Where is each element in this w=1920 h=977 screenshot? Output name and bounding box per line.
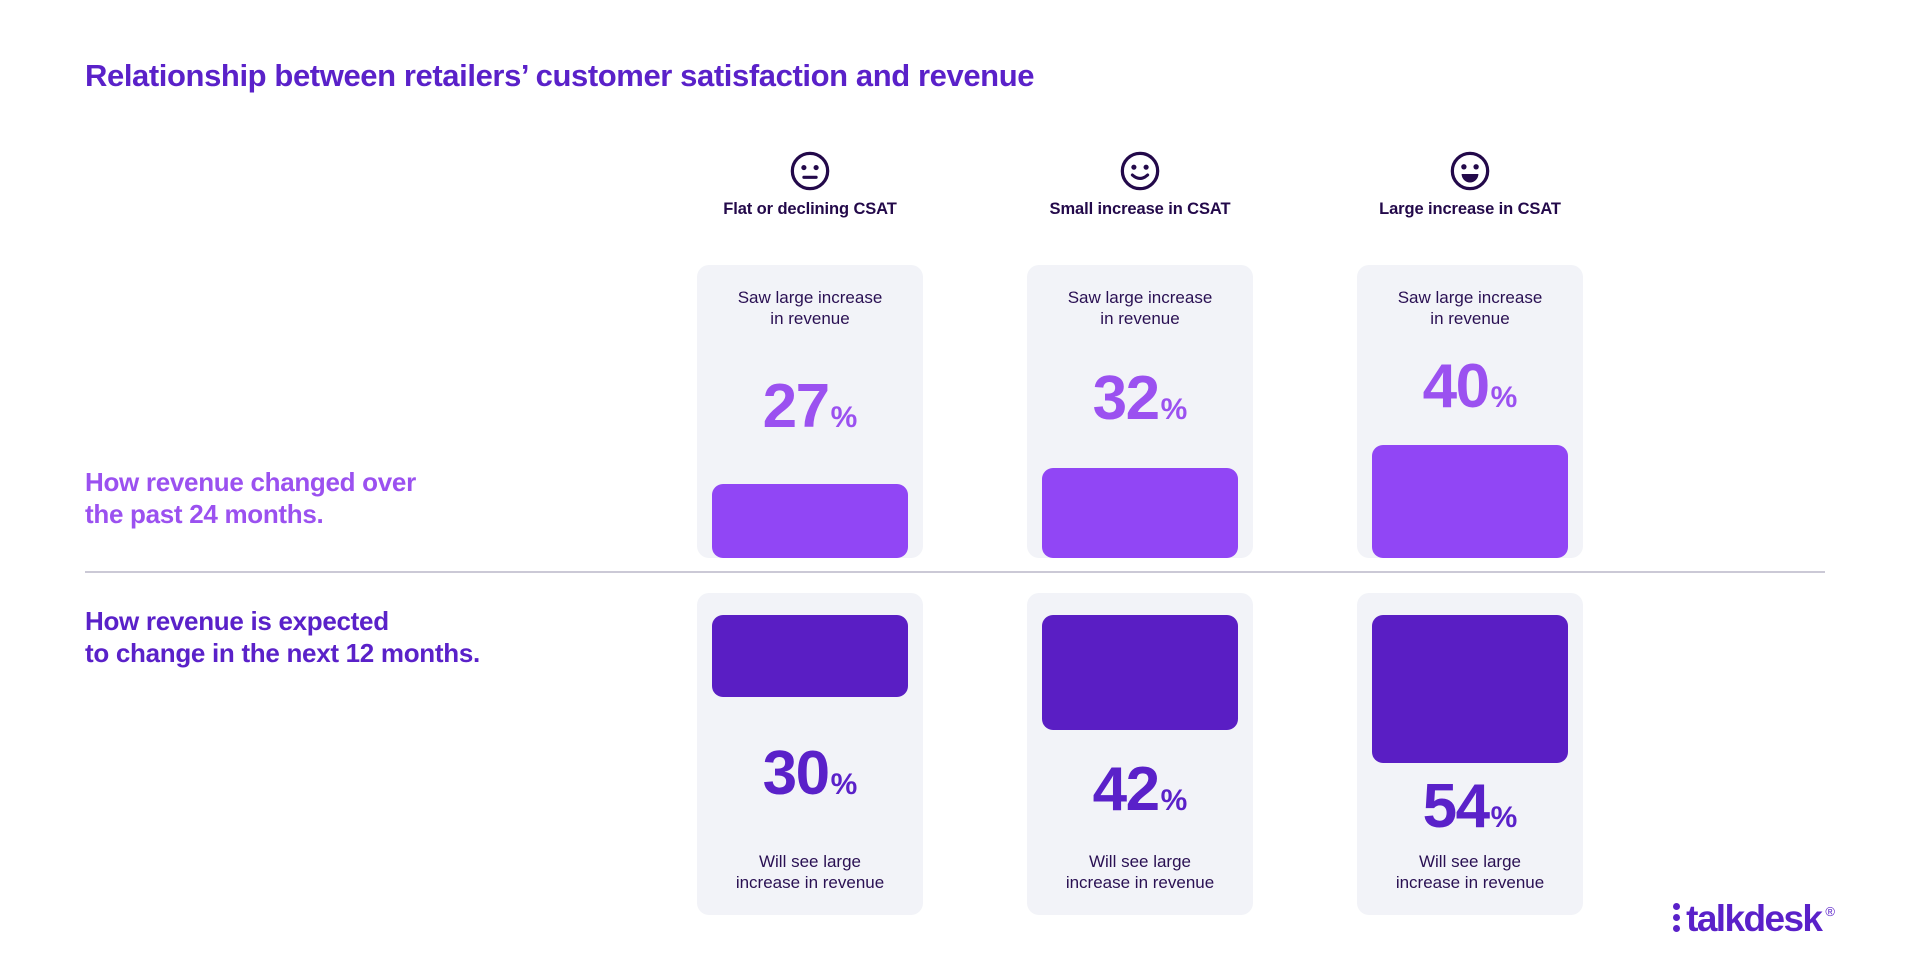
bar-past-24-months — [1042, 468, 1238, 558]
stat-percent-sign: % — [1160, 392, 1188, 426]
stat-number: 30 — [762, 738, 830, 808]
column-header-row: Flat or declining CSAT Small increase in… — [697, 150, 1825, 219]
big-smile-face-icon — [1449, 150, 1491, 192]
stat-value-group: 40 % — [1423, 356, 1518, 418]
talkdesk-logo: talkdesk ® — [1673, 900, 1835, 937]
stat-percent-sign: % — [830, 400, 858, 434]
registered-trademark-icon: ® — [1825, 904, 1835, 919]
neutral-face-icon — [789, 150, 831, 192]
stat-percent-sign: % — [1160, 784, 1188, 818]
card-row-past-24-months: Saw large increase in revenue 27 % Saw l… — [697, 265, 1825, 558]
column-header-label: Flat or declining CSAT — [723, 200, 897, 218]
stat-value-group: 27 % — [762, 371, 858, 441]
stat-card[interactable]: Saw large increase in revenue 40 % — [1357, 265, 1583, 558]
stat-card[interactable]: 42 % Will see large increase in revenue — [1027, 593, 1253, 915]
stat-percent-sign: % — [1490, 800, 1518, 834]
stat-card[interactable]: 30 % Will see large increase in revenue — [697, 593, 923, 915]
bar-past-24-months — [1372, 445, 1568, 558]
stat-number: 42 — [1092, 755, 1160, 825]
stat-value-group: 30 % — [762, 738, 858, 808]
card-caption: Saw large increase in revenue — [1397, 288, 1543, 329]
page-title: Relationship between retailers’ customer… — [85, 58, 1035, 93]
card-row-next-12-months: 30 % Will see large increase in revenue … — [697, 593, 1825, 915]
stat-card[interactable]: Saw large increase in revenue 27 % — [697, 265, 923, 558]
column-header-small-increase: Small increase in CSAT — [1027, 150, 1253, 219]
card-caption: Saw large increase in revenue — [1067, 288, 1213, 329]
row-label-next-12-months: How revenue is expected to change in the… — [85, 606, 480, 668]
column-header-large-increase: Large increase in CSAT — [1357, 150, 1583, 219]
logo-wordmark: talkdesk — [1686, 898, 1823, 939]
stat-value-group: 54 % — [1422, 771, 1518, 841]
stat-percent-sign: % — [1490, 381, 1518, 415]
bar-next-12-months — [712, 615, 908, 697]
column-header-label: Small increase in CSAT — [1049, 200, 1231, 218]
stat-number: 54 — [1422, 771, 1490, 841]
slight-smile-face-icon — [1119, 150, 1161, 192]
stat-number: 32 — [1092, 363, 1160, 433]
stat-value-group: 42 % — [1093, 759, 1188, 821]
card-caption: Saw large increase in revenue — [737, 288, 883, 329]
stat-value-group: 32 % — [1092, 363, 1188, 433]
section-divider — [85, 571, 1825, 573]
stat-card[interactable]: Saw large increase in revenue 32 % — [1027, 265, 1253, 558]
card-caption: Will see large increase in revenue — [735, 851, 885, 892]
card-caption: Will see large increase in revenue — [1065, 851, 1215, 892]
row-label-past-24-months: How revenue changed over the past 24 mon… — [85, 467, 416, 529]
three-dot-colon-icon — [1673, 903, 1681, 932]
stat-percent-sign: % — [830, 767, 858, 801]
stat-number: 27 — [762, 371, 830, 441]
bar-past-24-months — [712, 484, 908, 558]
column-header-label: Large increase in CSAT — [1379, 200, 1561, 218]
stat-card[interactable]: 54 % Will see large increase in revenue — [1357, 593, 1583, 915]
stat-number: 40 — [1422, 352, 1490, 422]
bar-next-12-months — [1372, 615, 1568, 763]
column-header-flat-or-declining: Flat or declining CSAT — [697, 150, 923, 219]
bar-next-12-months — [1042, 615, 1238, 730]
card-caption: Will see large increase in revenue — [1395, 851, 1545, 892]
